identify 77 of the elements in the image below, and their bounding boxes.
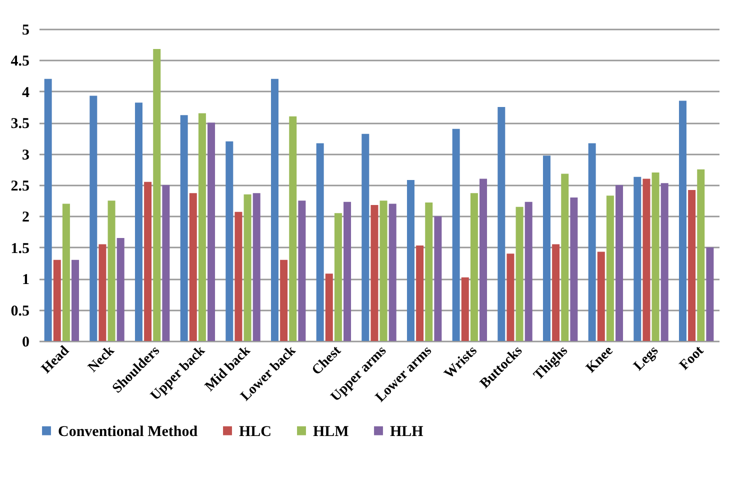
bar	[425, 202, 433, 341]
bar	[660, 183, 668, 341]
bar	[542, 156, 550, 341]
legend-label: HLM	[313, 424, 349, 440]
bar	[44, 78, 52, 341]
bar	[90, 96, 98, 341]
y-tick-label: 0	[22, 334, 30, 350]
y-tick-label: 5	[22, 22, 30, 38]
legend-label: Conventional Method	[58, 424, 198, 440]
bar	[198, 113, 206, 341]
bar	[208, 122, 216, 341]
bar	[116, 238, 124, 341]
bar	[524, 202, 532, 341]
bar	[470, 193, 478, 341]
bar	[280, 260, 288, 341]
x-tick-label: Legs	[631, 343, 662, 374]
bar	[706, 247, 714, 341]
y-tick-label: 2.5	[10, 178, 30, 194]
bar	[461, 277, 469, 341]
bar	[434, 216, 442, 341]
bar	[634, 176, 642, 341]
bar	[370, 204, 378, 341]
bar	[189, 193, 197, 341]
bar	[144, 182, 152, 341]
bar	[597, 252, 605, 341]
bar	[516, 206, 524, 341]
bar	[270, 78, 278, 341]
bar	[416, 246, 424, 341]
y-tick-label: 4.5	[10, 54, 30, 70]
bar	[134, 102, 142, 341]
bar	[316, 143, 324, 341]
y-tick-label: 3	[22, 147, 30, 164]
bar	[452, 128, 460, 341]
bar	[388, 204, 396, 341]
bar	[506, 254, 514, 341]
bar	[616, 185, 624, 341]
bar	[480, 178, 488, 341]
bar	[234, 212, 242, 341]
bar	[362, 134, 370, 341]
y-tick-label: 4	[22, 84, 30, 101]
bar	[180, 115, 188, 341]
bar	[678, 100, 686, 341]
bar	[570, 197, 578, 341]
legend-label: HLC	[239, 424, 272, 440]
bar	[325, 274, 333, 341]
bar	[652, 172, 660, 341]
bar	[642, 178, 650, 341]
bar	[561, 174, 569, 341]
legend-label: HLH	[390, 424, 424, 440]
bar	[606, 196, 614, 341]
bar	[53, 260, 61, 341]
bar	[406, 180, 414, 341]
y-tick-label: 1	[22, 272, 30, 288]
bar	[688, 190, 696, 341]
bar	[226, 141, 234, 341]
bar	[334, 213, 342, 341]
bar	[252, 193, 260, 341]
bar	[244, 194, 252, 341]
y-tick-label: 2	[22, 210, 30, 226]
bar	[344, 202, 352, 341]
y-tick-label: 3.5	[10, 116, 30, 132]
bar	[498, 107, 506, 341]
bar	[72, 260, 80, 341]
bar	[588, 143, 596, 341]
bar	[98, 244, 106, 341]
bar	[552, 244, 560, 341]
bar	[697, 169, 705, 341]
bar	[380, 200, 388, 341]
y-tick-label: 1.5	[10, 240, 30, 257]
y-tick-label: 0.5	[10, 303, 30, 320]
x-tick-label: Foot	[677, 343, 708, 374]
bar	[162, 185, 170, 341]
bar	[108, 200, 116, 341]
bar	[298, 200, 306, 341]
bar	[62, 204, 70, 341]
bar	[153, 48, 161, 341]
bar	[289, 116, 297, 341]
